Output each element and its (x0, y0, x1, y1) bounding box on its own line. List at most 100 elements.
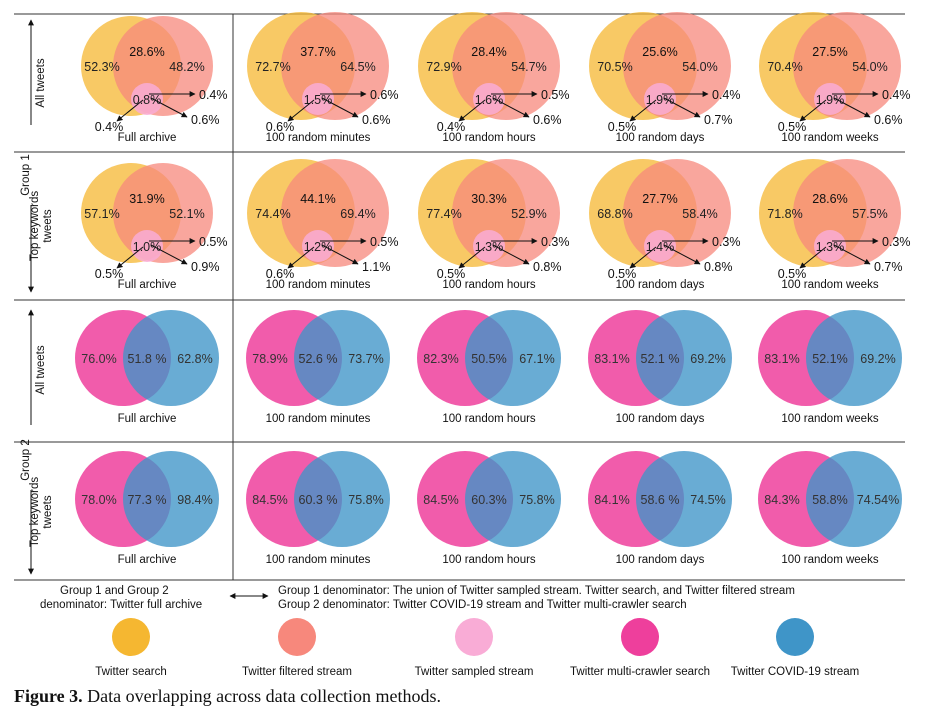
arrow-ac (458, 99, 486, 122)
venn-g1-r1-c2: 72.7%37.7%64.5%1.5% 0.6%0.6%0.6%100 rando… (247, 12, 399, 144)
value-filtered-only: 58.4% (682, 207, 717, 221)
legend-label: Twitter search (95, 666, 167, 678)
circle-sampled-stream (302, 230, 334, 262)
value-sampled: 1.6% (475, 93, 504, 107)
row-top-keywords-2a: Top keywords (29, 477, 41, 548)
circle-sampled-stream (814, 230, 846, 262)
value-covid-only: 74.54% (857, 493, 899, 507)
value-overlap: 50.5% (471, 352, 506, 366)
value-filtered-only: 57.5% (852, 207, 887, 221)
value-all-three: 0.7% (704, 113, 733, 127)
value-filtered-sampled: 0.4% (199, 88, 228, 102)
panel-title: 100 random days (616, 132, 705, 144)
panel-title: 100 random days (616, 413, 705, 425)
arrow-abc (321, 244, 359, 265)
arrow-abc (663, 244, 701, 265)
denominator-notes: Group 1 and Group 2 denominator: Twitter… (40, 585, 795, 611)
arrow-ac (287, 99, 315, 122)
venn-g2-r2-c4: 84.1% 58.6 % 74.5% 100 random days (588, 451, 732, 566)
arrow-abc (492, 244, 530, 265)
value-overlap: 52.1 % (641, 352, 680, 366)
value-filtered-only: 54.7% (511, 60, 546, 74)
value-sampled: 1.9% (646, 93, 675, 107)
value-filtered-only: 48.2% (169, 60, 204, 74)
panel-title: Full archive (118, 132, 177, 144)
venn-g1-r1-c5: 70.4% 27.5% 54.0% 1.9% 0.4% 0.6% 0.5%100 rando… (759, 12, 911, 144)
caption-label: Figure 3. (14, 686, 83, 706)
circle-sampled-stream (644, 83, 676, 115)
value-multi-crawler-only: 78.9% (252, 352, 287, 366)
value-search-filtered: 25.6% (642, 45, 677, 59)
panel-title: Full archive (118, 554, 177, 566)
arrow-abc (663, 97, 701, 118)
value-search-only: 70.4% (767, 60, 802, 74)
value-multi-crawler-only: 84.1% (594, 493, 629, 507)
value-filtered-only: 54.0% (682, 60, 717, 74)
value-all-three: 0.8% (533, 260, 562, 274)
group1-label: Group 1 (20, 154, 32, 196)
panel-title: 100 random hours (442, 413, 536, 425)
panel-title: 100 random hours (442, 279, 536, 291)
legend-item: Twitter search (95, 618, 167, 678)
group2-label: Group 2 (20, 439, 32, 481)
arrow-abc (150, 244, 188, 265)
venn-g1-r1-c1: 52.3%28.6%48.2%0.8% 0.4%0.6%0.4%Full arch… (81, 16, 228, 144)
value-search-sampled: 0.5% (778, 267, 807, 281)
legend-label: Twitter filtered stream (242, 666, 352, 678)
value-search-filtered: 37.7% (300, 45, 335, 59)
value-search-filtered: 44.1% (300, 192, 335, 206)
venn-g1-r2-c4: 68.8% 27.7% 58.4% 1.4% 0.3% 0.8% 0.5%100 rando… (589, 159, 741, 291)
panel-title: 100 random hours (442, 554, 536, 566)
legend-swatch (776, 618, 814, 656)
legend-swatch (112, 618, 150, 656)
value-search-filtered: 28.6% (129, 45, 164, 59)
value-covid-only: 67.1% (519, 352, 554, 366)
venn-g2-r1-c4: 83.1% 52.1 % 69.2% 100 random days (588, 310, 732, 425)
value-sampled: 1.2% (304, 240, 333, 254)
note-left-1: Group 1 and Group 2 (60, 585, 169, 597)
venn-g2-r2-c2: 84.5% 60.3 % 75.8% 100 random minutes (246, 451, 390, 566)
value-overlap: 51.8 % (128, 352, 167, 366)
legend-item: Twitter multi-crawler search (570, 618, 710, 678)
value-overlap: 52.1% (812, 352, 847, 366)
circle-sampled-stream (814, 83, 846, 115)
value-all-three: 0.8% (704, 260, 733, 274)
value-filtered-sampled: 0.5% (370, 235, 399, 249)
arrow-ac (116, 99, 144, 122)
legend-swatch (278, 618, 316, 656)
value-all-three: 0.7% (874, 260, 903, 274)
value-sampled: 1.3% (816, 240, 845, 254)
value-search-only: 72.9% (426, 60, 461, 74)
value-search-sampled: 0.5% (778, 120, 807, 134)
venn-g1-r2-c5: 71.8% 28.6% 57.5% 1.3% 0.3% 0.7% 0.5%100 rando… (759, 159, 911, 291)
arrow-ac (116, 246, 144, 269)
value-multi-crawler-only: 76.0% (81, 352, 116, 366)
value-overlap: 60.3% (471, 493, 506, 507)
panel-title: 100 random weeks (781, 132, 878, 144)
value-search-sampled: 0.4% (95, 120, 124, 134)
panel-title: 100 random minutes (266, 279, 371, 291)
value-covid-only: 98.4% (177, 493, 212, 507)
value-sampled: 1.4% (646, 240, 675, 254)
panel-title: 100 random hours (442, 132, 536, 144)
panel-title: 100 random weeks (781, 413, 878, 425)
value-filtered-only: 52.1% (169, 207, 204, 221)
value-sampled: 1.5% (304, 93, 333, 107)
circle-covid-stream (465, 451, 561, 547)
value-filtered-only: 64.5% (340, 60, 375, 74)
figure-caption: Figure 3. Data overlapping across data c… (14, 686, 441, 707)
arrow-abc (492, 97, 530, 118)
legend-item: Twitter filtered stream (242, 618, 352, 678)
row-labels: Group 1 Group 2 All tweets Top keywords … (20, 58, 54, 547)
value-overlap: 77.3 % (128, 493, 167, 507)
value-multi-crawler-only: 84.5% (252, 493, 287, 507)
value-overlap: 52.6 % (299, 352, 338, 366)
row-all-tweets-1: All tweets (35, 58, 47, 107)
value-search-only: 77.4% (426, 207, 461, 221)
value-multi-crawler-only: 83.1% (594, 352, 629, 366)
legend-item: Twitter sampled stream (415, 618, 533, 678)
note-right-1: Group 1 denominator: The union of Twitte… (278, 585, 795, 597)
row-top-keywords-1a: Top keywords (29, 191, 41, 262)
note-left-2: denominator: Twitter full archive (40, 599, 202, 611)
